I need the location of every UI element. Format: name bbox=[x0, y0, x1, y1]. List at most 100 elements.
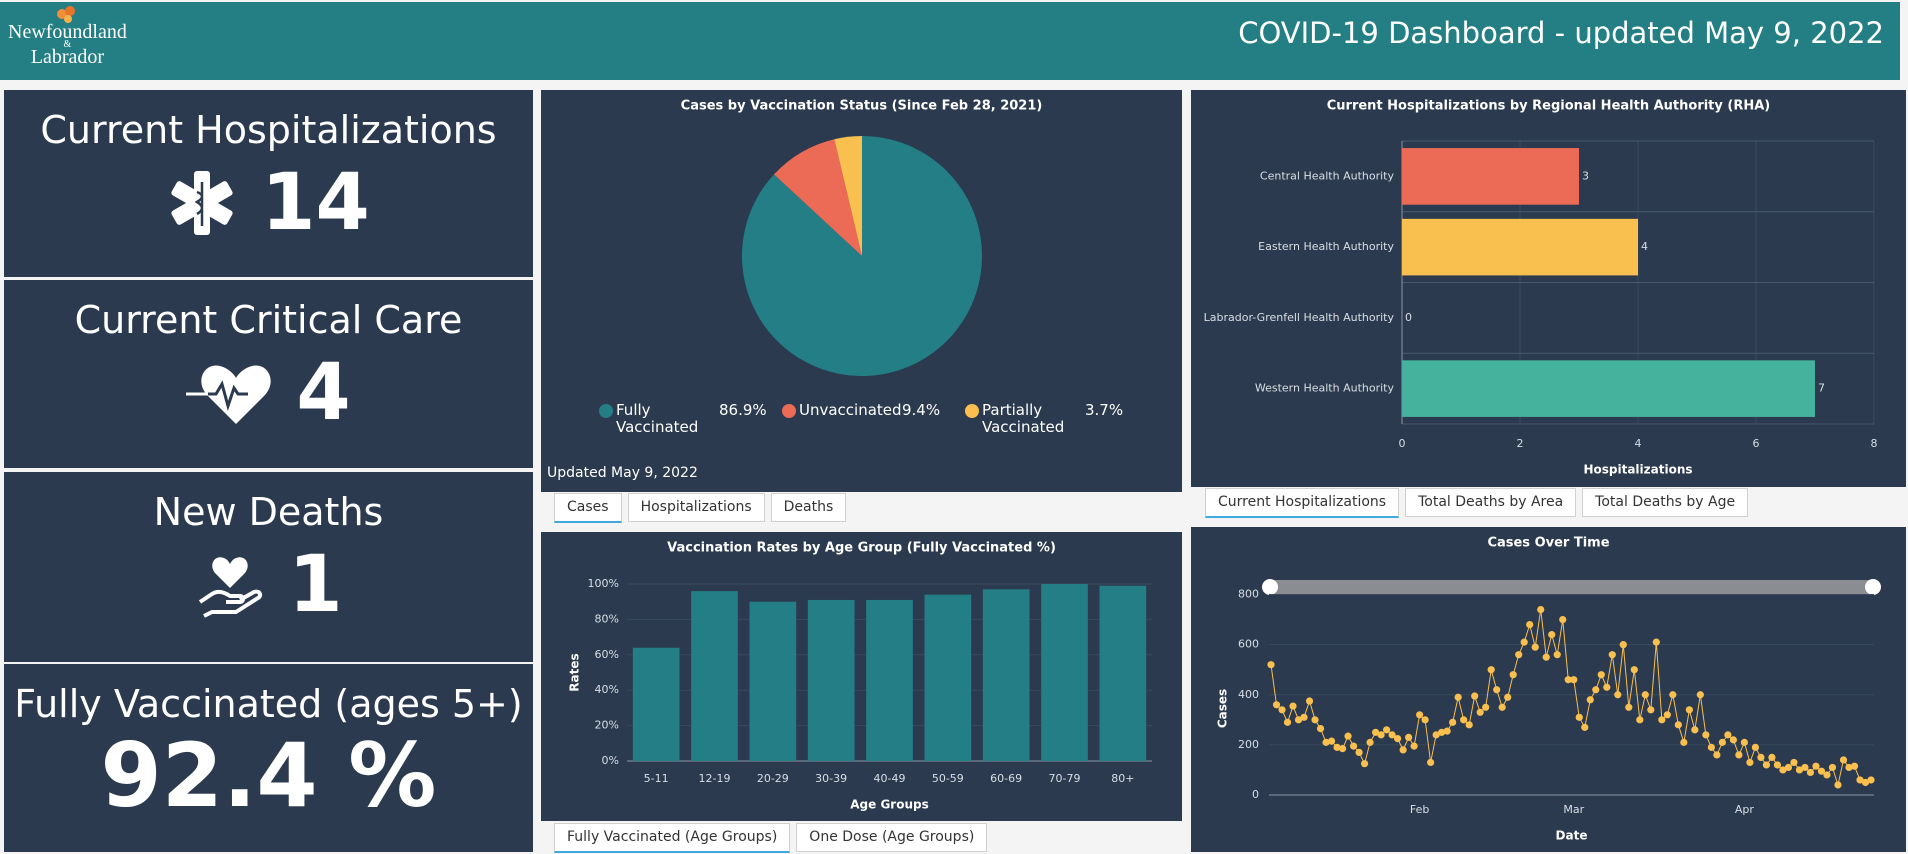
x-tick-label: 60-69 bbox=[990, 772, 1022, 785]
point bbox=[1702, 731, 1710, 739]
kpi-value: 14 bbox=[261, 158, 370, 248]
kpi-label: Fully Vaccinated (ages 5+) bbox=[14, 682, 523, 726]
tab[interactable]: Fully Vaccinated (Age Groups) bbox=[554, 823, 791, 853]
point bbox=[1647, 706, 1655, 714]
point bbox=[1305, 697, 1314, 705]
tab-bar: Cases Hospitalizations Deaths bbox=[554, 493, 847, 523]
x-axis-label: Age Groups bbox=[850, 798, 928, 812]
point bbox=[1801, 763, 1809, 772]
legend-label: Fully Vaccinated bbox=[616, 401, 699, 436]
point bbox=[1636, 716, 1644, 724]
tab[interactable]: Total Deaths by Area bbox=[1405, 488, 1577, 517]
tab[interactable]: One Dose (Age Groups) bbox=[796, 823, 988, 852]
kpi-card: Current Critical Care 4 bbox=[4, 280, 533, 468]
point bbox=[1355, 748, 1363, 756]
point bbox=[1707, 743, 1715, 751]
y-tick-label: 0 bbox=[1252, 788, 1259, 801]
point bbox=[1762, 761, 1771, 769]
x-tick-label: Mar bbox=[1563, 803, 1584, 816]
data-label: 4 bbox=[1641, 240, 1648, 253]
x-tick-label: 4 bbox=[1635, 437, 1642, 450]
chart-panel: Cases Over Time 0 200 400 600 800 Feb Mar Apr Dat… bbox=[1191, 527, 1906, 852]
y-tick-label: 800 bbox=[1238, 588, 1259, 601]
chart-panel: Current Hospitalizations by Regional Hea… bbox=[1191, 90, 1906, 487]
data-label: 0 bbox=[1405, 311, 1412, 324]
point bbox=[1861, 778, 1870, 787]
point bbox=[1740, 738, 1748, 746]
legend-value: 9.4% bbox=[902, 401, 941, 419]
chart: Cases Over Time 0 200 400 600 800 Feb Mar Apr Dat… bbox=[1216, 536, 1881, 843]
point bbox=[1377, 731, 1385, 739]
point bbox=[1757, 753, 1765, 762]
bar bbox=[807, 599, 855, 761]
point bbox=[1812, 762, 1820, 770]
y-tick-label: 20% bbox=[595, 719, 619, 732]
chart-title: Cases by Vaccination Status (Since Feb 2… bbox=[681, 99, 1043, 114]
legend-value: 3.7% bbox=[1085, 401, 1124, 419]
point bbox=[1410, 742, 1418, 750]
logo-text: & bbox=[63, 39, 72, 50]
point bbox=[1856, 776, 1864, 784]
y-tick-label: 80% bbox=[595, 612, 619, 625]
point bbox=[1504, 693, 1512, 701]
point bbox=[1338, 745, 1347, 753]
point bbox=[1509, 671, 1517, 679]
point bbox=[1597, 671, 1605, 679]
x-tick-label: 5-11 bbox=[644, 772, 669, 785]
point bbox=[1449, 718, 1457, 726]
data-label: 7 bbox=[1818, 382, 1825, 395]
tab[interactable]: Cases bbox=[554, 493, 622, 523]
bar bbox=[924, 594, 972, 761]
point bbox=[1416, 711, 1424, 719]
point bbox=[1388, 731, 1396, 739]
x-tick-label: Feb bbox=[1410, 803, 1429, 816]
y-tick-label: 200 bbox=[1238, 738, 1259, 751]
pie-slice bbox=[774, 139, 862, 256]
kpi-card: Current Hospitalizations 14 bbox=[4, 90, 533, 277]
x-tick-label: Apr bbox=[1735, 803, 1755, 816]
point bbox=[1311, 716, 1319, 724]
y-tick-label: Western Health Authority bbox=[1255, 382, 1395, 395]
point bbox=[1625, 703, 1633, 711]
dashboard-title: COVID-19 Dashboard - updated May 9, 2022 bbox=[1238, 16, 1884, 50]
point bbox=[1559, 615, 1567, 624]
point bbox=[1630, 666, 1638, 674]
chart: Vaccination Rates by Age Group (Fully Va… bbox=[568, 541, 1152, 812]
point bbox=[1482, 703, 1490, 711]
point bbox=[1542, 653, 1550, 661]
bar bbox=[982, 589, 1030, 761]
point bbox=[1834, 781, 1842, 789]
point bbox=[1685, 706, 1693, 714]
range-slider[interactable] bbox=[1263, 580, 1880, 594]
point bbox=[1399, 746, 1407, 754]
x-tick-label: 40-49 bbox=[874, 772, 906, 785]
point bbox=[1718, 738, 1726, 746]
point bbox=[1817, 767, 1826, 775]
kpi-card: Fully Vaccinated (ages 5+) 92.4 % bbox=[4, 664, 533, 852]
bar bbox=[866, 599, 913, 761]
point bbox=[1751, 743, 1760, 751]
slider-handle[interactable] bbox=[1865, 579, 1881, 595]
point bbox=[1586, 696, 1594, 704]
point bbox=[1603, 683, 1611, 691]
slider-handle[interactable] bbox=[1262, 579, 1278, 595]
tab[interactable]: Hospitalizations bbox=[627, 493, 765, 522]
point bbox=[1828, 763, 1837, 772]
point bbox=[1432, 731, 1440, 739]
x-axis-label: Hospitalizations bbox=[1583, 463, 1692, 477]
point bbox=[1839, 756, 1848, 764]
tab[interactable]: Deaths bbox=[770, 493, 847, 522]
point bbox=[1460, 716, 1468, 724]
tab[interactable]: Total Deaths by Age bbox=[1582, 488, 1749, 517]
point bbox=[1360, 760, 1369, 768]
point bbox=[1322, 738, 1330, 746]
chart-title: Cases Over Time bbox=[1487, 536, 1609, 551]
point bbox=[1564, 676, 1572, 684]
y-axis-label: Cases bbox=[1216, 689, 1230, 728]
point bbox=[1779, 766, 1787, 774]
point bbox=[1427, 758, 1435, 767]
point bbox=[1371, 728, 1380, 736]
tab[interactable]: Current Hospitalizations bbox=[1205, 488, 1400, 518]
point bbox=[1652, 638, 1660, 646]
point bbox=[1537, 605, 1545, 614]
